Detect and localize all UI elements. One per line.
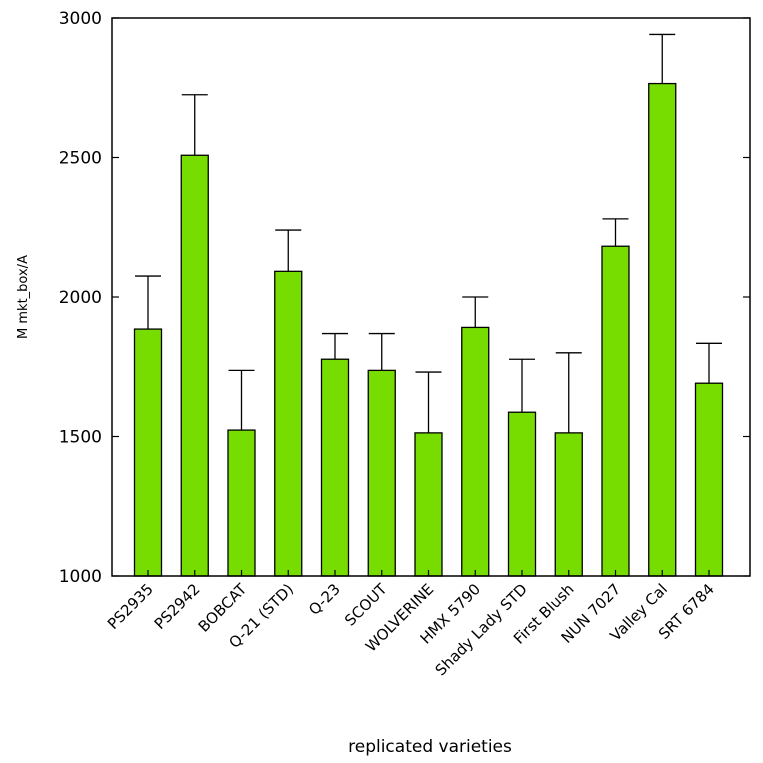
y-tick-label: 1500: [59, 428, 102, 448]
error-bars: [135, 33, 722, 433]
bar: [180, 154, 209, 577]
x-tick-label: Q-23: [305, 580, 344, 619]
bar: [461, 326, 490, 577]
bar: [367, 369, 396, 577]
bar: [694, 382, 724, 577]
y-tick-label: 2000: [59, 288, 102, 308]
bars: [133, 82, 724, 577]
bar: [274, 270, 303, 577]
bar: [133, 328, 163, 577]
bar: [648, 82, 677, 577]
bar: [601, 245, 630, 577]
bar: [554, 432, 583, 577]
y-axis: 1000 1500 2000 2500 3000: [59, 9, 750, 587]
x-axis-title: replicated varieties: [348, 737, 512, 757]
x-tick-label: PS2935: [104, 580, 157, 633]
bar: [227, 429, 256, 577]
bar: [507, 411, 537, 577]
y-tick-label: 2500: [59, 149, 102, 169]
y-tick-label: 3000: [59, 9, 102, 29]
y-tick-label: 1000: [59, 567, 102, 587]
bar: [320, 358, 350, 577]
bar: [414, 432, 443, 577]
y-axis-title: M mkt_box/A: [16, 255, 31, 339]
